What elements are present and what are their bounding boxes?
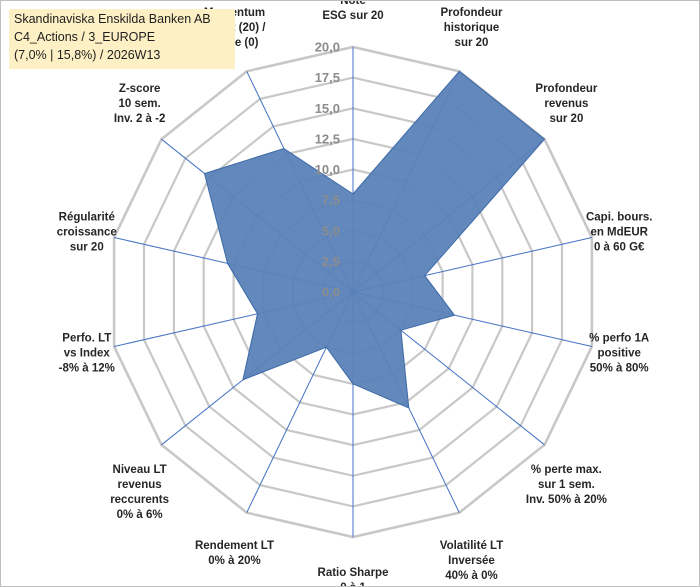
portfolio-category: C4_Actions / 3_EUROPE <box>14 30 156 44</box>
axis-label: % perfo 1A positive 50% à 80% <box>589 333 649 375</box>
axis-label: Note ESG sur 20 <box>322 1 383 22</box>
tick-label: 0,0 <box>322 285 340 300</box>
axis-label-layer: Note ESG sur 20 Profondeur historique sur 20… <box>57 1 653 586</box>
axis-label: Volatilité LT Inversée 40% à 0% <box>440 540 503 582</box>
axis-label: Z-score 10 sem. Inv. 2 à -2 <box>114 83 166 125</box>
tick-label: 5,0 <box>322 223 340 238</box>
tick-label: 12,5 <box>315 131 340 146</box>
tick-label: 7,5 <box>322 193 340 208</box>
tick-label: 20,0 <box>315 40 340 55</box>
tick-label: 17,5 <box>315 70 340 85</box>
axis-label: Régularité croissance sur 20 <box>57 211 117 253</box>
axis-label: Profondeur historique sur 20 <box>441 7 503 49</box>
axis-label: % perte max. sur 1 sem. Inv. 50% à 20% <box>526 464 607 506</box>
period-summary: (7,0% | 15,8%) / 2026W13 <box>14 48 161 62</box>
axis-label: Perfo. LT vs Index -8% à 12% <box>59 333 115 375</box>
axis-label: Ratio Sharpe0 à 1 <box>318 567 389 586</box>
series-layer <box>203 70 546 409</box>
axis-label: Capi. bours. en MdEUR 0 à 60 G€ <box>586 211 652 253</box>
axis-label: Profondeur revenus sur 20 <box>535 83 597 125</box>
tick-layer: 0,0 2,5 5,0 7,5 10,0 12,5 15,0 17,5 20,0 <box>315 40 340 300</box>
tick-label: 15,0 <box>315 101 340 116</box>
tick-label: 2,5 <box>322 254 340 269</box>
info-box: Skandinaviska Enskilda Banken AB C4_Acti… <box>9 9 235 69</box>
series-area <box>203 70 546 409</box>
company-name: Skandinaviska Enskilda Banken AB <box>14 12 211 26</box>
axis-label: Niveau LT revenus reccurents 0% à 6% <box>110 464 169 521</box>
axis-label: Rendement LT 0% à 20% <box>195 540 274 567</box>
tick-label: 10,0 <box>315 162 340 177</box>
